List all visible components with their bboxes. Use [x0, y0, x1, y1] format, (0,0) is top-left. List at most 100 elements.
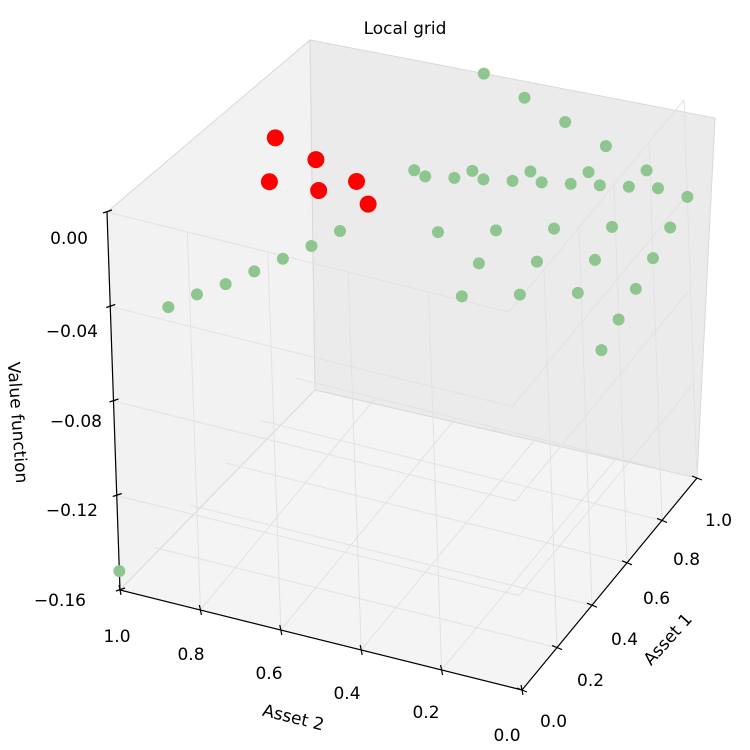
z-tick-label: −0.08 — [50, 412, 102, 432]
grid-point — [524, 165, 537, 178]
grid-point — [593, 179, 606, 192]
grid-point — [595, 344, 608, 357]
y-axis-line — [119, 589, 523, 691]
x-tick-label: 0.4 — [611, 630, 638, 650]
x-tick — [516, 687, 528, 693]
grid-point — [518, 91, 531, 104]
local-grid-point — [266, 129, 284, 147]
local-grid-point — [348, 172, 366, 190]
floor-gridline — [360, 437, 537, 651]
grid-point — [651, 182, 664, 195]
y-axis-label: Asset 2 — [260, 701, 326, 736]
grid-point — [681, 190, 694, 203]
z-tick — [106, 303, 116, 309]
back-wall-gridline — [518, 383, 695, 596]
back-wall-gridline — [515, 288, 691, 502]
x-axis-line — [521, 477, 698, 691]
grid-point — [305, 240, 318, 253]
y-tick — [279, 624, 283, 636]
back-wall-gridline — [511, 194, 688, 407]
floor-gridline — [200, 397, 376, 611]
grid-point — [559, 115, 572, 128]
local-grid-point — [307, 151, 325, 169]
grid-point — [477, 173, 490, 186]
grid-point — [582, 166, 595, 179]
left-wall-gridline — [113, 400, 516, 502]
grid-point — [466, 164, 479, 177]
floor-gridline — [441, 457, 617, 671]
grid-point — [448, 171, 461, 184]
grid-point — [513, 288, 526, 301]
z-tick-label: −0.04 — [46, 322, 98, 342]
grid-point — [333, 224, 346, 237]
z-axis-label: Value function — [3, 361, 31, 484]
y-tick — [359, 644, 363, 656]
grid-point — [612, 313, 625, 326]
y-tick — [198, 604, 202, 616]
grid-point — [622, 180, 635, 193]
y-tick — [118, 584, 122, 596]
grid-point — [472, 257, 485, 270]
grid-point — [664, 221, 677, 234]
grid-point — [162, 301, 175, 314]
grid-point — [490, 224, 502, 237]
grid-point — [599, 140, 612, 153]
x-tick-label: 0.6 — [643, 589, 670, 609]
grid-point — [276, 252, 289, 265]
left-wall-gridline — [116, 495, 519, 596]
grid-point — [530, 255, 543, 268]
grid-point — [640, 164, 653, 177]
grid-point — [535, 176, 548, 189]
grid-point — [571, 286, 584, 299]
chart-title: Local grid — [364, 19, 447, 39]
grid-point — [419, 170, 432, 183]
grid-point — [431, 226, 444, 239]
floor-gridline — [280, 417, 457, 631]
x-tick-label: 0.0 — [540, 712, 567, 732]
gridlines — [106, 99, 698, 671]
x-axis-label: Asset 1 — [640, 610, 697, 670]
x-tick-label: 0.8 — [673, 550, 700, 570]
x-tick — [656, 517, 668, 523]
z-tick-label: 0.00 — [50, 229, 88, 249]
z-tick-label: −0.12 — [46, 501, 98, 521]
grid-point — [219, 278, 232, 291]
left-wall-gridline — [106, 211, 510, 313]
grid-point — [646, 252, 659, 265]
x-tick — [586, 602, 598, 608]
z-tick — [102, 209, 113, 214]
grid-point — [113, 565, 126, 578]
y-tick-label: 1.0 — [103, 627, 130, 647]
axis-ticks — [102, 209, 703, 696]
back-wall-gridline — [508, 99, 685, 313]
z-tick — [112, 492, 122, 498]
local-grid-point — [260, 173, 278, 191]
grid-point — [477, 67, 490, 80]
scatter-points — [113, 67, 694, 578]
grid-point — [588, 253, 601, 266]
y-tick — [440, 664, 444, 676]
grid-point — [564, 177, 577, 190]
left-wall-gridline — [110, 306, 513, 407]
local-grid-point — [310, 182, 328, 200]
y-tick-label: 0.6 — [255, 664, 282, 684]
x-tick — [621, 560, 633, 566]
x-tick — [551, 645, 563, 651]
z-tick-label: −0.16 — [34, 591, 86, 611]
y-tick-label: 0.2 — [412, 703, 439, 723]
grid-point — [506, 174, 519, 187]
x-tick-label: 0.2 — [577, 671, 604, 691]
grid-point — [629, 282, 642, 295]
x-tick — [691, 475, 703, 481]
grid-point — [455, 290, 468, 303]
grid-point — [248, 265, 261, 278]
grid-point — [548, 222, 561, 235]
local-grid-point — [359, 195, 377, 213]
grid-point — [606, 220, 619, 233]
x-tick-label: 1.0 — [705, 511, 732, 531]
y-tick-label: 0.0 — [493, 726, 520, 746]
grid-point — [408, 164, 421, 177]
z-tick — [109, 398, 119, 403]
grid-point — [190, 288, 203, 301]
